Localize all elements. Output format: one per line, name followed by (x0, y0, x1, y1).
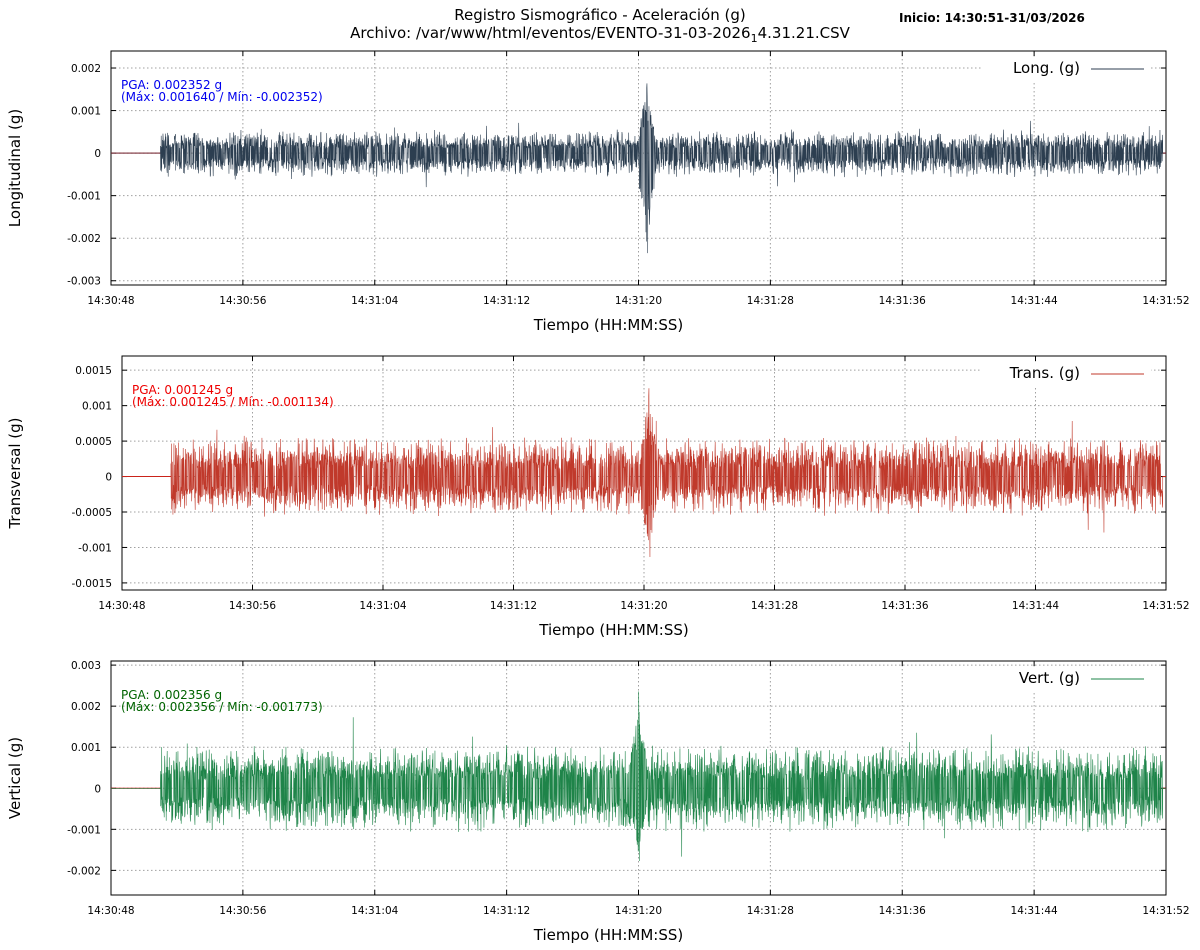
legend-label: Vert. (g) (1019, 669, 1080, 687)
x-tick-label: 14:30:48 (87, 905, 134, 917)
title-file-prefix: Archivo: /var/www/html/eventos/EVENTO-31… (350, 24, 751, 42)
x-tick-label: 14:31:04 (351, 295, 398, 307)
y-tick-label: 0.001 (82, 401, 112, 413)
title-file-subscript: 1 (750, 32, 758, 45)
x-tick-label: 14:31:12 (483, 905, 530, 917)
x-tick-label: 14:31:44 (1012, 600, 1059, 612)
x-tick-label: 14:31:36 (881, 600, 928, 612)
series-line (111, 83, 1166, 254)
y-tick-label: 0.003 (71, 660, 101, 672)
x-tick-label: 14:31:44 (1011, 905, 1058, 917)
x-tick-label: 14:31:28 (747, 295, 794, 307)
y-tick-label: 0 (94, 783, 101, 795)
y-tick-label: 0 (94, 148, 101, 160)
legend-label: Long. (g) (1013, 59, 1080, 77)
y-axis-label: Longitudinal (g) (6, 109, 24, 227)
x-tick-label: 14:30:56 (229, 600, 276, 612)
y-tick-label: -0.0015 (71, 578, 112, 590)
range-annotation: (Máx: 0.002356 / Mín: -0.001773) (121, 700, 323, 714)
x-tick-label: 14:31:04 (351, 905, 398, 917)
x-tick-label: 14:31:04 (359, 600, 406, 612)
y-tick-label: -0.002 (67, 865, 101, 877)
x-tick-label: 14:31:20 (615, 905, 662, 917)
chart-panel-2: 0.0015 0.001 0.0005 0 -0.0005 -0.001 -0.0015 14… (6, 355, 1190, 639)
pga-annotation: PGA: 0.002356 g (121, 688, 222, 702)
y-tick-label: -0.001 (78, 542, 112, 554)
x-tick-label: 14:31:52 (1142, 600, 1189, 612)
x-tick-label: 14:31:12 (490, 600, 537, 612)
range-annotation: (Máx: 0.001245 / Mín: -0.001134) (132, 395, 334, 409)
y-axis-label: Vertical (g) (6, 737, 24, 819)
y-tick-label: -0.0005 (71, 507, 112, 519)
y-tick-label: -0.002 (67, 233, 101, 245)
start-label: Inicio: 14:30:51-31/03/2026 (899, 11, 1085, 25)
series-line (122, 388, 1166, 557)
range-annotation: (Máx: 0.001640 / Mín: -0.002352) (121, 90, 323, 104)
x-tick-label: 14:31:28 (751, 600, 798, 612)
y-tick-label: 0.002 (71, 63, 101, 75)
x-tick-label: 14:31:36 (879, 905, 926, 917)
x-tick-label: 14:31:20 (615, 295, 662, 307)
x-tick-label: 14:30:48 (98, 600, 145, 612)
x-tick-label: 14:31:12 (483, 295, 530, 307)
x-tick-label: 14:31:36 (879, 295, 926, 307)
y-tick-label: 0.0005 (75, 436, 112, 448)
series-line (111, 691, 1166, 862)
y-axis-label: Transversal (g) (6, 417, 24, 529)
y-tick-label: -0.003 (67, 276, 101, 288)
page-title: Registro Sismográfico - Aceleración (g) … (0, 6, 1200, 48)
chart-panel-1: 0.002 0.001 0 -0.001 -0.002 -0.003 14:30:48 14:… (6, 50, 1190, 334)
legend-label: Trans. (g) (1009, 364, 1080, 382)
x-tick-label: 14:31:28 (747, 905, 794, 917)
y-tick-label: 0.002 (71, 701, 101, 713)
pga-annotation: PGA: 0.001245 g (132, 383, 233, 397)
x-axis-label: Tiempo (HH:MM:SS) (533, 926, 683, 944)
pga-annotation: PGA: 0.002352 g (121, 78, 222, 92)
title-line-1: Registro Sismográfico - Aceleración (g) (454, 6, 746, 24)
x-axis-label: Tiempo (HH:MM:SS) (538, 621, 688, 639)
title-file-suffix: 4.31.21.CSV (757, 24, 850, 42)
x-tick-label: 14:31:52 (1142, 905, 1189, 917)
y-tick-label: -0.001 (67, 824, 101, 836)
y-tick-label: 0.001 (71, 742, 101, 754)
x-tick-label: 14:31:20 (620, 600, 667, 612)
chart-panel-3: 0.003 0.002 0.001 0 -0.001 -0.002 14:30:48 14:3… (6, 660, 1190, 944)
y-tick-label: -0.001 (67, 191, 101, 203)
x-tick-label: 14:30:56 (219, 905, 266, 917)
x-tick-label: 14:31:44 (1011, 295, 1058, 307)
x-tick-label: 14:31:52 (1142, 295, 1189, 307)
y-tick-label: 0 (105, 472, 112, 484)
x-tick-label: 14:30:48 (87, 295, 134, 307)
y-tick-label: 0.001 (71, 106, 101, 118)
y-tick-label: 0.0015 (75, 365, 112, 377)
title-line-2: Archivo: /var/www/html/eventos/EVENTO-31… (0, 24, 1200, 48)
x-axis-label: Tiempo (HH:MM:SS) (533, 316, 683, 334)
x-tick-label: 14:30:56 (219, 295, 266, 307)
